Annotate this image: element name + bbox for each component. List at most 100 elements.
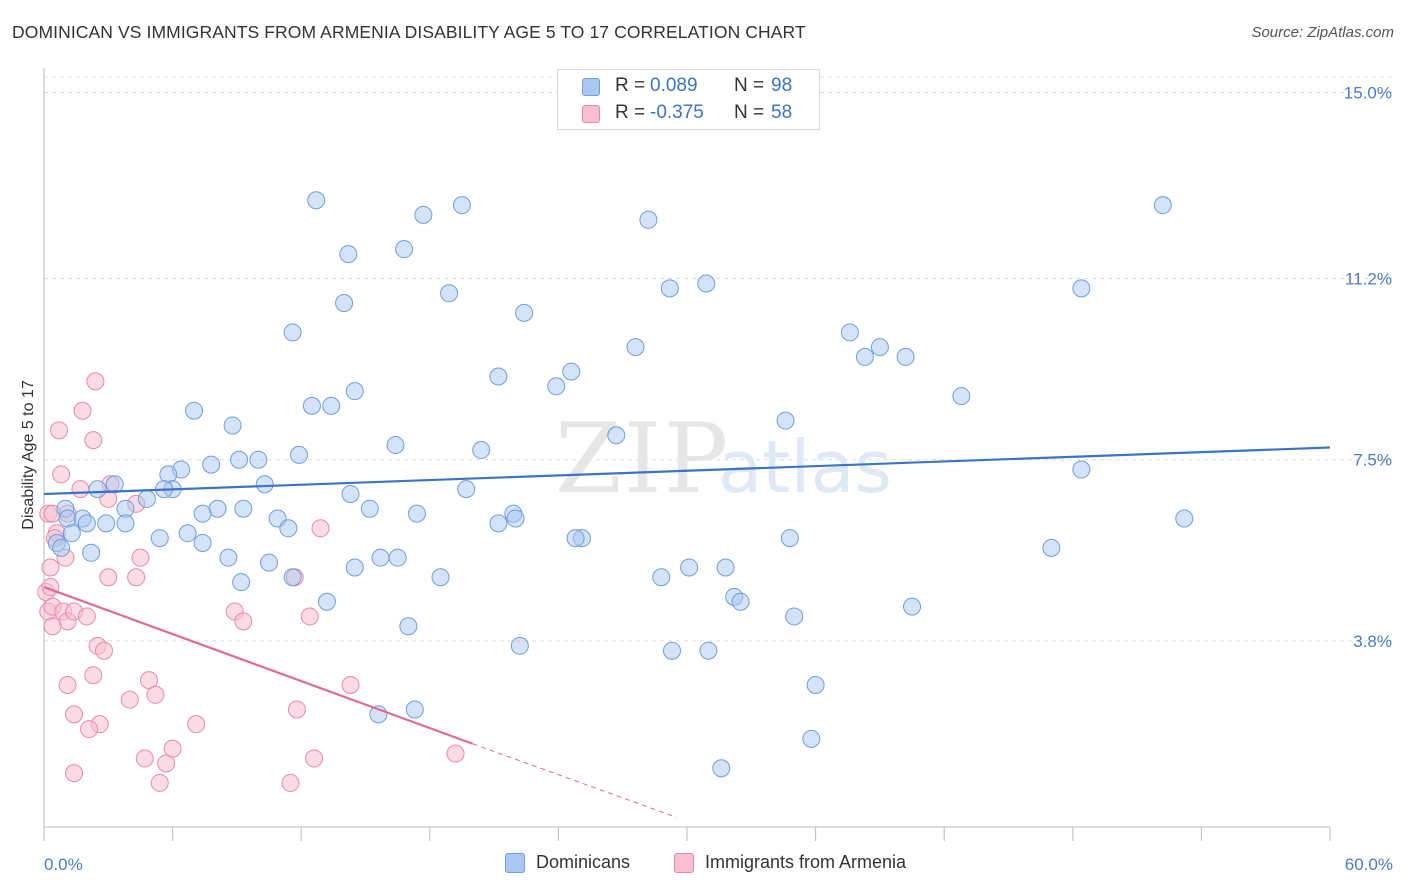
dominican-point bbox=[414, 205, 433, 224]
dominican-point bbox=[345, 382, 364, 401]
dominican-point bbox=[307, 191, 326, 210]
chart-title: DOMINICAN VS IMMIGRANTS FROM ARMENIA DIS… bbox=[12, 22, 806, 42]
legend-row-dominicans: R = 0.089 N = 98 bbox=[558, 74, 821, 100]
dominican-point bbox=[185, 401, 204, 420]
dominican-point bbox=[137, 489, 156, 508]
dominican-point bbox=[255, 475, 274, 494]
legend-n-label: N = bbox=[734, 102, 765, 123]
y-tick-label: 11.2% bbox=[1345, 270, 1392, 289]
dominican-point bbox=[566, 529, 585, 548]
dominican-point bbox=[562, 362, 581, 381]
armenia-point bbox=[150, 773, 169, 792]
y-axis-label: Disability Age 5 to 17 bbox=[20, 380, 37, 530]
dominican-point bbox=[431, 568, 450, 587]
dominican-point bbox=[457, 480, 476, 499]
tick-labels: 3.8% 7.5% 11.2% 15.0% 0.0% 60.0% bbox=[44, 83, 1393, 874]
y-tick-label: 3.8% bbox=[1353, 632, 1392, 651]
dominican-point bbox=[339, 245, 358, 264]
dominican-point bbox=[345, 558, 364, 577]
dominican-point bbox=[806, 675, 825, 694]
chart-source: Source: ZipAtlas.com bbox=[1251, 24, 1394, 41]
armenia-point bbox=[281, 773, 300, 792]
dominican-point bbox=[699, 641, 718, 660]
dominican-point bbox=[283, 568, 302, 587]
dominican-point bbox=[88, 480, 107, 499]
legend-n-label: N = bbox=[734, 75, 765, 96]
y-tick-label: 7.5% bbox=[1353, 451, 1392, 470]
dominican-point bbox=[903, 597, 922, 616]
dominican-point bbox=[660, 279, 679, 298]
dominican-point bbox=[260, 553, 279, 572]
legend-label-dominicans: Dominicans bbox=[536, 852, 631, 872]
dominican-point bbox=[208, 499, 227, 518]
dominican-point bbox=[440, 284, 459, 303]
dominican-point bbox=[662, 641, 681, 660]
dominican-point bbox=[105, 475, 124, 494]
armenia-point bbox=[287, 700, 306, 719]
armenia-point bbox=[84, 666, 103, 685]
dominican-point bbox=[506, 509, 525, 528]
armenia-point bbox=[99, 568, 118, 587]
dominican-point bbox=[388, 548, 407, 567]
dominican-point bbox=[626, 338, 645, 357]
armenia-point bbox=[77, 607, 96, 626]
armenia-point bbox=[131, 548, 150, 567]
series-legend: Dominicans Immigrants from Armenia bbox=[0, 851, 1406, 877]
trend-line-armenia-extension bbox=[472, 743, 677, 818]
armenia-point bbox=[146, 685, 165, 704]
armenia-point bbox=[446, 744, 465, 763]
watermark: ZIP atlas bbox=[555, 403, 892, 515]
dominican-point bbox=[547, 377, 566, 396]
axes bbox=[43, 68, 1331, 841]
x-tick-label: 60.0% bbox=[1345, 855, 1393, 874]
dominican-point bbox=[290, 445, 309, 464]
dominican-point bbox=[322, 396, 341, 415]
armenia-point bbox=[187, 715, 206, 734]
dominican-point bbox=[395, 240, 414, 259]
armenia-point bbox=[86, 372, 105, 391]
dominican-point bbox=[712, 759, 731, 778]
dominican-point bbox=[82, 543, 101, 562]
armenia-point bbox=[65, 705, 84, 724]
watermark-zip: ZIP bbox=[555, 403, 730, 515]
armenia-point bbox=[80, 720, 99, 739]
dominican-point bbox=[489, 367, 508, 386]
dominican-point bbox=[515, 303, 534, 322]
dominican-point bbox=[452, 196, 471, 215]
armenia-point bbox=[41, 558, 60, 577]
y-tick-label: 15.0% bbox=[1344, 83, 1392, 102]
armenia-point bbox=[52, 465, 71, 484]
legend-row-armenia: R = -0.375 N = 58 bbox=[558, 101, 821, 127]
dominican-point bbox=[785, 607, 804, 626]
dominican-point bbox=[652, 568, 671, 587]
trend-line-dominicans bbox=[43, 446, 1331, 496]
armenia-point bbox=[84, 431, 103, 450]
trend-line-armenia bbox=[43, 586, 474, 745]
dominican-point bbox=[97, 514, 116, 533]
dominican-point bbox=[802, 729, 821, 748]
dominican-point bbox=[283, 323, 302, 342]
dominican-point bbox=[230, 450, 249, 469]
dominican-point bbox=[202, 455, 221, 474]
armenia-point bbox=[95, 641, 114, 660]
dominican-point bbox=[193, 504, 212, 523]
dominican-point bbox=[219, 548, 238, 567]
dominican-point bbox=[178, 524, 197, 543]
legend-r-label: R = bbox=[615, 102, 646, 123]
dominican-point bbox=[360, 499, 379, 518]
dominican-point bbox=[1042, 538, 1061, 557]
armenia-point bbox=[73, 401, 92, 420]
legend-swatch-dominicans bbox=[505, 853, 525, 873]
dominican-point bbox=[399, 617, 418, 636]
dominican-point bbox=[341, 485, 360, 504]
legend-r-value: 0.089 bbox=[650, 75, 698, 96]
dominican-point bbox=[697, 274, 716, 293]
dominican-point bbox=[77, 514, 96, 533]
legend-n-value: 98 bbox=[771, 75, 793, 96]
trend-lines bbox=[43, 446, 1331, 818]
dominican-point bbox=[62, 524, 81, 543]
dominican-point bbox=[335, 294, 354, 313]
dominican-point bbox=[1175, 509, 1194, 528]
dominican-point bbox=[234, 499, 253, 518]
series-dominicans bbox=[47, 191, 1194, 778]
